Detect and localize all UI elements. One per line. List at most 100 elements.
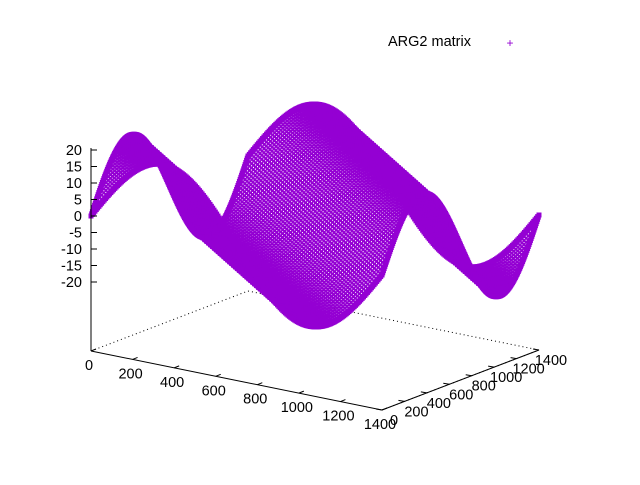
surface-point: [499, 289, 503, 293]
surface-point: [337, 130, 341, 134]
surface-point: [252, 155, 256, 159]
surface-point: [508, 277, 512, 281]
surface-point: [275, 167, 279, 171]
surface-point: [348, 147, 352, 151]
surface-point: [330, 142, 334, 146]
surface-point: [294, 153, 298, 157]
surface-point: [271, 219, 275, 223]
surface-point: [318, 179, 322, 183]
surface-point: [347, 136, 351, 140]
surface-point: [316, 105, 320, 109]
surface-point: [297, 169, 301, 173]
surface-point: [299, 158, 303, 162]
surface-point: [281, 172, 285, 176]
surface-point: [251, 168, 255, 172]
surface-point: [337, 126, 341, 130]
surface-point: [504, 279, 508, 283]
surface-point: [526, 234, 530, 238]
surface-point: [268, 156, 272, 160]
surface-point: [292, 152, 296, 156]
surface-point: [306, 181, 310, 185]
surface-point: [419, 201, 423, 205]
surface-point: [319, 129, 323, 133]
surface-point: [338, 152, 342, 156]
surface-point: [302, 182, 306, 186]
surface-point: [505, 261, 509, 265]
surface-point: [321, 123, 325, 127]
surface-point: [305, 168, 309, 172]
surface-point: [427, 221, 431, 225]
surface-point: [425, 204, 429, 208]
surface-point: [446, 239, 450, 243]
surface-point: [316, 133, 320, 137]
surface-point: [289, 210, 293, 214]
surface-point: [429, 226, 433, 230]
surface-point: [266, 210, 270, 214]
surface-point: [309, 163, 313, 167]
surface-point: [258, 207, 262, 211]
surface-point: [254, 208, 258, 212]
surface-point: [278, 156, 282, 160]
surface-point: [419, 216, 423, 220]
surface-point: [426, 217, 430, 221]
surface-point: [354, 141, 358, 145]
surface-point: [288, 204, 292, 208]
surface-point: [312, 112, 316, 116]
surface-point: [263, 178, 267, 182]
surface-point: [286, 190, 290, 194]
surface-point: [524, 236, 528, 240]
surface-point: [288, 156, 292, 160]
surface-point: [266, 150, 270, 154]
surface-point: [418, 206, 422, 210]
surface-point: [255, 167, 259, 171]
surface-point: [303, 166, 307, 170]
surface-point: [325, 129, 329, 133]
surface-point: [505, 271, 509, 275]
surface-point: [240, 241, 244, 245]
surface-point: [349, 138, 353, 142]
surface-point: [291, 117, 295, 121]
surface-point: [250, 241, 254, 245]
surface-point: [279, 222, 283, 226]
surface-point: [419, 214, 423, 218]
surface-point: [354, 143, 358, 147]
surface-point: [271, 163, 275, 167]
surface-point: [492, 276, 496, 280]
surface-point: [311, 161, 315, 165]
surface-point: [272, 151, 276, 155]
surface-point: [241, 233, 245, 237]
surface-point: [321, 166, 325, 170]
surface-point: [435, 218, 439, 222]
surface-point: [303, 128, 307, 132]
surface-point: [338, 146, 342, 150]
surface-point: [319, 153, 323, 157]
surface-point: [253, 186, 257, 190]
surface-point: [289, 179, 293, 183]
surface-point: [302, 191, 306, 195]
surface-point: [492, 284, 496, 288]
surface-point: [338, 136, 342, 140]
surface-point: [244, 236, 248, 240]
surface-point: [325, 173, 329, 177]
surface-point: [303, 124, 307, 128]
surface-point: [496, 277, 500, 281]
surface-point: [274, 196, 278, 200]
surface-point: [306, 186, 310, 190]
surface-point: [312, 150, 316, 154]
surface-point: [326, 145, 330, 149]
surface-point: [260, 201, 264, 205]
surface-point: [250, 162, 254, 166]
surface-point: [339, 124, 343, 128]
surface-point: [423, 222, 427, 226]
surface-point: [353, 136, 357, 140]
surface-point: [432, 224, 436, 228]
surface-point: [426, 212, 430, 216]
surface-point: [316, 150, 320, 154]
surface-point: [318, 109, 322, 113]
surface-point: [254, 204, 258, 208]
surface-point: [502, 282, 506, 286]
surface-point: [296, 144, 300, 148]
surface-point: [428, 214, 432, 218]
surface-point: [340, 145, 344, 149]
surface-point: [295, 171, 299, 175]
